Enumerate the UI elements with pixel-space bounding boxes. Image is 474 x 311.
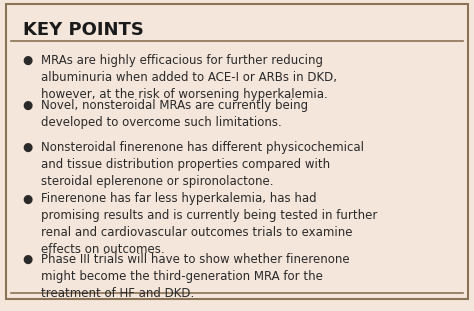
FancyBboxPatch shape: [6, 4, 468, 299]
Text: ●: ●: [23, 253, 33, 266]
Text: Phase III trials will have to show whether finerenone
might become the third-gen: Phase III trials will have to show wheth…: [41, 253, 350, 299]
Text: ●: ●: [23, 54, 33, 67]
Text: MRAs are highly efficacious for further reducing
albuminuria when added to ACE-I: MRAs are highly efficacious for further …: [41, 54, 337, 101]
Text: ●: ●: [23, 141, 33, 154]
Text: Finerenone has far less hyperkalemia, has had
promising results and is currently: Finerenone has far less hyperkalemia, ha…: [41, 193, 378, 256]
Text: KEY POINTS: KEY POINTS: [23, 21, 144, 39]
Text: ●: ●: [23, 99, 33, 112]
Text: ●: ●: [23, 193, 33, 205]
Text: Nonsteroidal finerenone has different physicochemical
and tissue distribution pr: Nonsteroidal finerenone has different ph…: [41, 141, 365, 188]
Text: Novel, nonsteroidal MRAs are currently being
developed to overcome such limitati: Novel, nonsteroidal MRAs are currently b…: [41, 99, 309, 129]
